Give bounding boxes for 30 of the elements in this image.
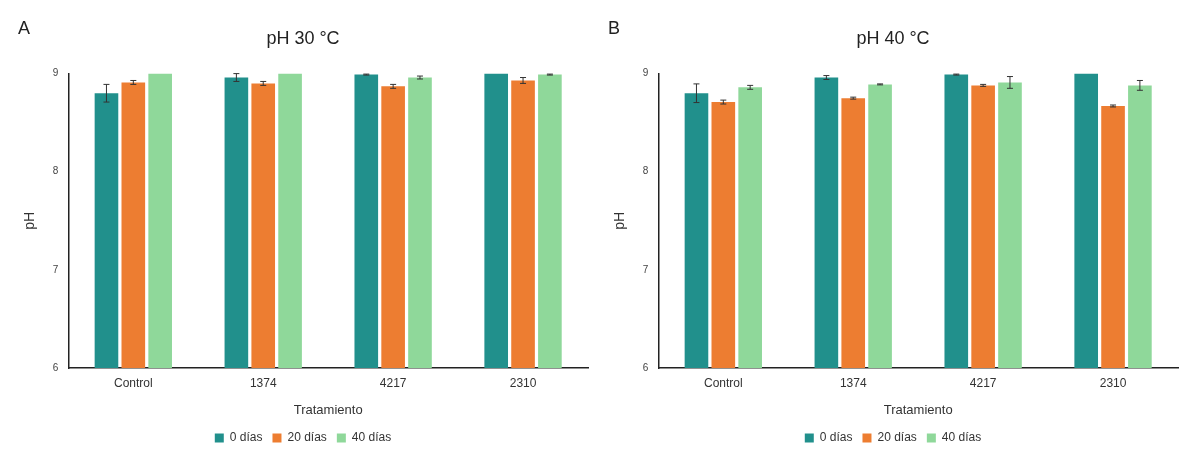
y-tick-label: 6: [642, 361, 649, 373]
y-tick-label: 6: [52, 361, 59, 373]
legend-label: 0 días: [229, 430, 263, 445]
chart-title: pH 40 °C: [856, 27, 930, 48]
x-axis-title: Tratamiento: [293, 401, 363, 417]
legend-label: 0 días: [819, 430, 853, 445]
legend-label: 40 días: [351, 430, 392, 445]
text: B: [608, 18, 621, 39]
x-tick-label: 2310: [1099, 375, 1127, 390]
x-tick-label: Control: [703, 375, 743, 390]
x-tick-label: 4217: [379, 375, 407, 390]
text: A: [18, 18, 31, 39]
x-tick-label: Control: [113, 375, 153, 390]
x-tick-label: 1374: [249, 375, 277, 390]
legend-label: 40 días: [941, 430, 982, 445]
y-tick-label: 9: [52, 67, 59, 79]
x-tick-label: 4217: [969, 375, 997, 390]
y-tick-label: 9: [642, 67, 649, 79]
chart-title: pH 30 °C: [266, 27, 340, 48]
y-tick-label: 7: [642, 263, 649, 275]
x-tick-label: 1374: [839, 375, 867, 390]
x-axis-title: Tratamiento: [883, 401, 953, 417]
y-tick-label: 8: [642, 165, 649, 177]
legend-label: 20 días: [877, 430, 917, 445]
y-axis-title: pH: [21, 211, 38, 230]
y-tick-label: 8: [52, 165, 59, 177]
legend-label: 20 días: [287, 430, 327, 445]
y-tick-label: 7: [52, 263, 59, 275]
x-tick-label: 2310: [509, 375, 537, 390]
y-axis-title: pH: [611, 211, 628, 230]
